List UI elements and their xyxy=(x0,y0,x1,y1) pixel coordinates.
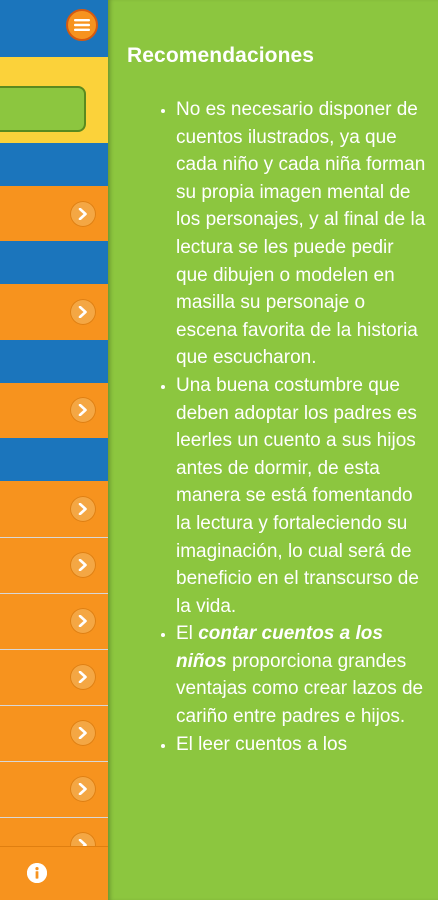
menu-button[interactable] xyxy=(66,9,98,41)
navigation-drawer-edge xyxy=(0,0,108,900)
chevron-right-icon[interactable] xyxy=(70,664,96,690)
chevron-right-icon[interactable] xyxy=(70,776,96,802)
list-item: No es necesario disponer de cuentos ilus… xyxy=(176,96,428,372)
list-item: El contar cuentos a los niños proporcion… xyxy=(176,620,428,730)
list-item: El leer cuentos a los xyxy=(176,731,428,759)
section-header xyxy=(0,241,108,284)
chevron-right-icon[interactable] xyxy=(70,299,96,325)
info-icon[interactable] xyxy=(27,863,47,883)
chevron-right-icon[interactable] xyxy=(70,552,96,578)
chevron-right-icon[interactable] xyxy=(70,496,96,522)
chevron-right-icon[interactable] xyxy=(70,201,96,227)
list-item-suffix: proporciona grandes ventajas como crear … xyxy=(176,650,424,728)
chevron-right-icon[interactable] xyxy=(70,720,96,746)
page-title: Recomendaciones xyxy=(127,44,315,67)
hamburger-menu-icon xyxy=(74,19,90,31)
chevron-right-icon[interactable] xyxy=(70,608,96,634)
chevron-right-icon[interactable] xyxy=(70,397,96,423)
section-header xyxy=(0,143,108,186)
search-input[interactable] xyxy=(0,86,86,132)
section-header xyxy=(0,340,108,383)
emphasized-text: contar cuentos a los niños xyxy=(176,623,383,672)
section-header xyxy=(0,438,108,481)
content-panel: Recomendaciones No es necesario disponer… xyxy=(108,0,438,900)
drawer-footer xyxy=(0,846,108,900)
list-item-prefix: El xyxy=(176,623,199,645)
list-item: Una buena costumbre que deben adoptar lo… xyxy=(176,372,428,620)
recommendations-list: No es necesario disponer de cuentos ilus… xyxy=(108,96,428,758)
